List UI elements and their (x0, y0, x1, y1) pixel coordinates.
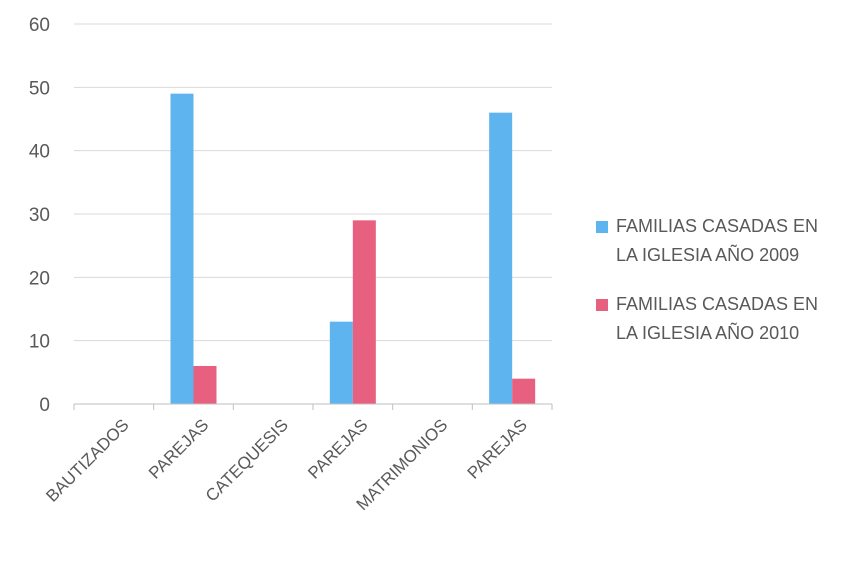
legend-swatch-1 (596, 221, 608, 233)
legend-label-2: LA IGLESIA AÑO 2010 (616, 322, 799, 343)
bar-series-2-cat-4 (352, 220, 376, 404)
legend-label-1: FAMILIAS CASADAS EN (616, 216, 818, 236)
x-tick-label: CATEQUESIS (202, 415, 292, 505)
y-tick-label: 30 (29, 205, 50, 226)
y-tick-label: 20 (29, 268, 50, 289)
bar-series-1-cat-2 (170, 93, 194, 405)
x-tick-label: PAREJAS (464, 415, 531, 482)
y-tick-label: 10 (29, 332, 50, 353)
x-tick-label: PAREJAS (145, 415, 212, 482)
bar-series-1-cat-6 (489, 112, 513, 405)
legend-label-1: LA IGLESIA AÑO 2009 (616, 244, 799, 265)
gridlines (74, 23, 552, 342)
legend-label-2: FAMILIAS CASADAS EN (616, 294, 818, 314)
bar-series-1-cat-4 (329, 321, 353, 404)
y-tick-label: 50 (29, 78, 50, 99)
y-tick-label: 40 (29, 142, 50, 163)
y-tick-label: 60 (29, 15, 50, 36)
legend: FAMILIAS CASADAS EN LA IGLESIA AÑO 2009 FA… (596, 216, 818, 343)
bars (170, 93, 536, 405)
x-tick-label: BAUTIZADOS (42, 415, 132, 505)
y-tick-label: 0 (39, 395, 50, 416)
x-tick-label: PAREJAS (304, 415, 371, 482)
legend-swatch-2 (596, 299, 608, 311)
bar-series-2-cat-6 (512, 378, 536, 404)
bar-series-2-cat-2 (193, 366, 217, 404)
